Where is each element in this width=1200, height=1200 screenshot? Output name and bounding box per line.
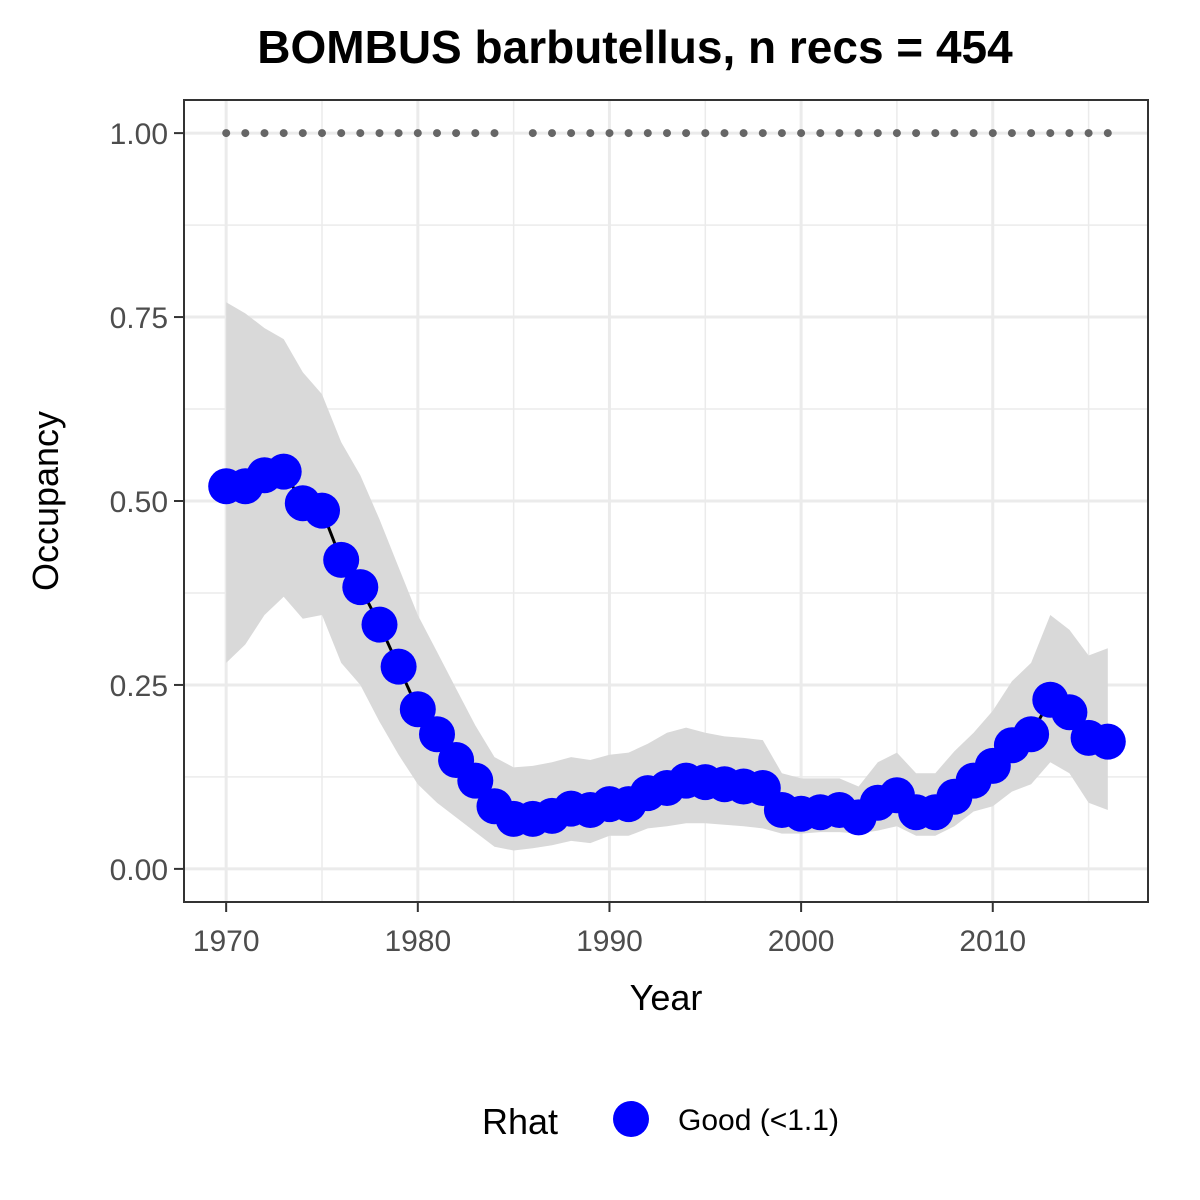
occupancy-point-2016 bbox=[1089, 723, 1126, 760]
y-tick-label: 0.00 bbox=[110, 854, 168, 887]
x-tick-label: 1990 bbox=[576, 925, 643, 958]
recording-year-dot-1986 bbox=[528, 129, 537, 138]
recording-year-dot-2014 bbox=[1065, 129, 1074, 138]
occupancy-point-1977 bbox=[342, 569, 379, 606]
recording-year-dot-1994 bbox=[682, 129, 691, 138]
recording-year-dot-1980 bbox=[413, 129, 422, 138]
confidence-ribbon bbox=[226, 302, 1108, 851]
plot-panel bbox=[183, 99, 1149, 903]
legend: Rhat Good (<1.1) bbox=[482, 1101, 839, 1142]
occupancy-points bbox=[208, 453, 1126, 837]
recording-year-dot-2010 bbox=[988, 129, 997, 138]
recording-year-dot-1988 bbox=[567, 129, 576, 138]
y-axis-title: Occupancy bbox=[25, 411, 66, 591]
x-tick-label: 2000 bbox=[768, 925, 835, 958]
recording-year-dot-2012 bbox=[1027, 129, 1036, 138]
recording-year-dot-1977 bbox=[356, 129, 365, 138]
recording-year-dot-1982 bbox=[452, 129, 461, 138]
recording-year-dot-1976 bbox=[337, 129, 346, 138]
y-tick-label: 0.50 bbox=[110, 486, 168, 519]
recording-year-dot-1993 bbox=[663, 129, 671, 138]
recording-year-dot-2002 bbox=[835, 129, 844, 138]
recording-year-dot-1983 bbox=[471, 129, 480, 138]
recording-year-dot-2006 bbox=[912, 129, 921, 138]
occupancy-point-1975 bbox=[304, 492, 340, 529]
chart-title: BOMBUS barbutellus, n recs = 454 bbox=[257, 21, 1013, 73]
occupancy-point-1978 bbox=[361, 606, 398, 643]
x-axis: 1970 1980 1990 2000 2010 bbox=[193, 902, 1026, 958]
y-axis: 0.00 0.25 0.50 0.75 1.00 bbox=[110, 118, 184, 887]
recording-year-dot-1991 bbox=[624, 129, 633, 138]
recording-year-dot-2016 bbox=[1103, 129, 1112, 138]
occupancy-point-1983 bbox=[457, 762, 494, 799]
y-tick-label: 0.75 bbox=[110, 302, 168, 335]
recording-year-dot-1979 bbox=[394, 129, 403, 138]
y-tick-label: 0.25 bbox=[110, 670, 168, 703]
x-axis-title: Year bbox=[630, 977, 703, 1018]
recording-year-dot-1998 bbox=[758, 129, 767, 138]
recording-years-dots bbox=[222, 129, 1112, 138]
recording-year-dot-1989 bbox=[586, 129, 595, 138]
y-tick-label: 1.00 bbox=[110, 118, 168, 151]
recording-year-dot-1978 bbox=[375, 129, 384, 138]
legend-title: Rhat bbox=[482, 1101, 558, 1142]
occupancy-point-2012 bbox=[1013, 716, 1050, 753]
recording-year-dot-1995 bbox=[701, 129, 710, 138]
occupancy-point-2014 bbox=[1051, 694, 1088, 731]
legend-key-good bbox=[613, 1101, 649, 1137]
x-tick-label: 1980 bbox=[384, 925, 451, 958]
recording-year-dot-2005 bbox=[892, 129, 901, 138]
recording-year-dot-2009 bbox=[969, 129, 978, 138]
x-tick-label: 2010 bbox=[959, 925, 1026, 958]
recording-year-dot-2011 bbox=[1007, 129, 1016, 138]
recording-year-dot-1971 bbox=[241, 129, 250, 138]
x-tick-label: 1970 bbox=[193, 925, 260, 958]
recording-year-dot-2013 bbox=[1046, 129, 1055, 138]
occupancy-point-1981 bbox=[419, 716, 455, 753]
recording-year-dot-1975 bbox=[318, 129, 326, 138]
recording-year-dot-1981 bbox=[433, 129, 441, 138]
legend-label-good: Good (<1.1) bbox=[678, 1104, 839, 1137]
occupancy-point-1973 bbox=[265, 453, 302, 490]
occupancy-point-1976 bbox=[323, 541, 360, 578]
recording-year-dot-2000 bbox=[797, 129, 806, 138]
recording-year-dot-1992 bbox=[643, 129, 652, 138]
recording-year-dot-1974 bbox=[298, 129, 307, 138]
recording-year-dot-1999 bbox=[777, 129, 786, 138]
recording-year-dot-2004 bbox=[873, 129, 882, 138]
recording-year-dot-1997 bbox=[739, 129, 748, 138]
recording-year-dot-2008 bbox=[950, 129, 959, 138]
recording-year-dot-1990 bbox=[605, 129, 614, 138]
recording-year-dot-1970 bbox=[222, 129, 231, 138]
recording-year-dot-2003 bbox=[854, 129, 863, 138]
recording-year-dot-1972 bbox=[260, 129, 269, 138]
recording-year-dot-2007 bbox=[931, 129, 940, 138]
occupancy-point-1979 bbox=[380, 648, 417, 685]
recording-year-dot-1996 bbox=[720, 129, 729, 138]
recording-year-dot-2001 bbox=[816, 129, 825, 138]
recording-year-dot-1973 bbox=[279, 129, 288, 138]
recording-year-dot-1984 bbox=[490, 129, 499, 138]
recording-year-dot-2015 bbox=[1084, 129, 1093, 138]
occupancy-point-1980 bbox=[399, 691, 436, 728]
recording-year-dot-1987 bbox=[548, 129, 556, 138]
